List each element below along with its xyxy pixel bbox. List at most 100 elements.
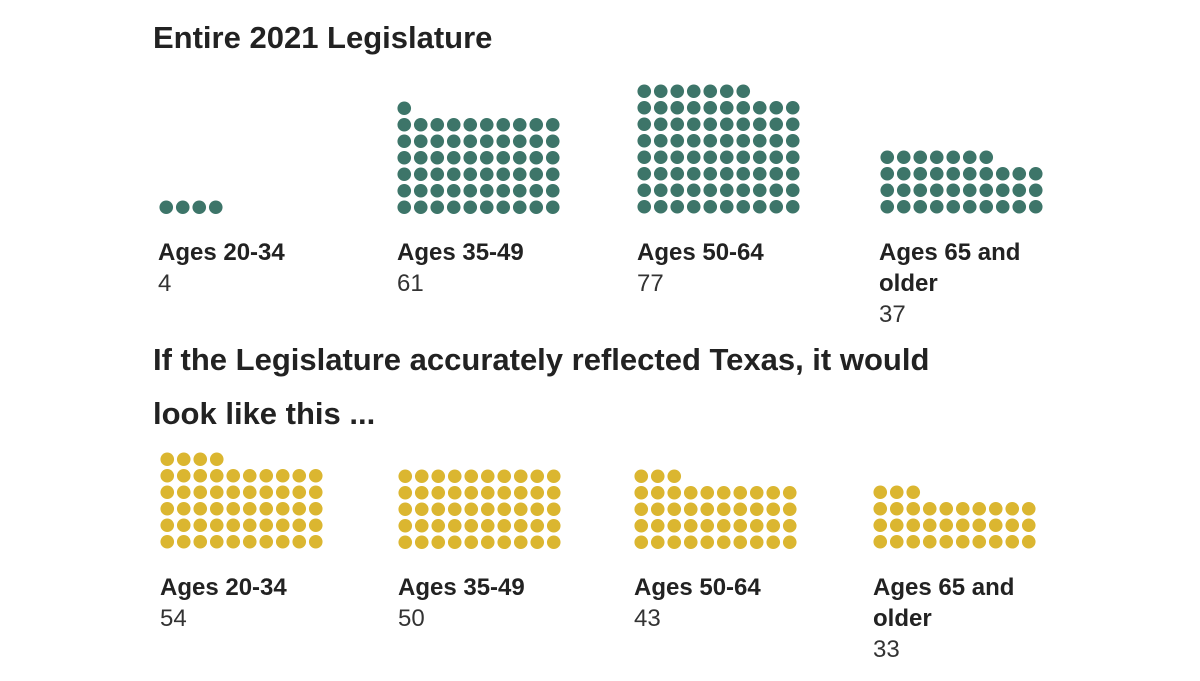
- dot-actual-35-49: [529, 200, 544, 214]
- dot-reflected-50-64: [749, 502, 764, 516]
- dot-reflected-20-34: [242, 485, 257, 500]
- dot-reflected-50-64: [700, 502, 715, 516]
- dot-actual-50-64: [719, 84, 734, 99]
- dot-actual-50-64: [686, 101, 701, 115]
- category-label-reflected-35-49: Ages 35-49 50: [398, 572, 573, 634]
- dot-actual-50-64: [719, 167, 734, 181]
- dot-reflected-65-older: [1005, 502, 1020, 516]
- dot-actual-50-64: [736, 150, 751, 165]
- dot-actual-35-49: [512, 167, 527, 181]
- dot-actual-65-older: [946, 167, 961, 181]
- dot-actual-50-64: [686, 200, 701, 214]
- dot-actual-35-49: [413, 167, 428, 181]
- dot-actual-35-49: [529, 117, 544, 132]
- dot-reflected-65-older: [922, 518, 937, 533]
- dot-reflected-20-34: [176, 518, 191, 533]
- dot-actual-35-49: [397, 150, 412, 165]
- dot-reflected-65-older: [922, 502, 937, 516]
- dot-actual-35-49: [512, 150, 527, 165]
- dot-actual-35-49: [496, 200, 511, 214]
- dot-actual-50-64: [653, 84, 668, 99]
- dot-actual-35-49: [413, 117, 428, 132]
- dot-actual-50-64: [769, 134, 784, 148]
- dot-actual-35-49: [479, 183, 494, 198]
- category-label-actual-20-34: Ages 20-34 4: [158, 237, 333, 299]
- dot-actual-65-older: [1012, 183, 1027, 198]
- dot-actual-35-49: [446, 183, 461, 198]
- dot-actual-50-64: [785, 200, 800, 214]
- dot-actual-65-older: [929, 200, 944, 214]
- dot-actual-50-64: [703, 117, 718, 132]
- dot-reflected-35-49: [398, 518, 413, 533]
- dot-actual-35-49: [397, 134, 412, 148]
- dot-reflected-65-older: [939, 502, 954, 516]
- category-value: 77: [637, 270, 664, 297]
- dot-reflected-20-34: [176, 502, 191, 516]
- dot-reflected-20-34: [193, 452, 208, 467]
- dot-reflected-20-34: [209, 502, 224, 516]
- category-name: Ages 65 and older: [873, 574, 1015, 632]
- dot-actual-50-64: [686, 183, 701, 198]
- dot-actual-35-49: [430, 134, 445, 148]
- dot-actual-65-older: [946, 200, 961, 214]
- dot-actual-65-older: [962, 150, 977, 165]
- dot-grid-actual-20-34: [159, 200, 223, 214]
- dot-reflected-35-49: [447, 469, 462, 483]
- dot-actual-35-49: [496, 150, 511, 165]
- dot-actual-50-64: [703, 183, 718, 198]
- dot-reflected-65-older: [988, 518, 1003, 533]
- dot-grid-reflected-35-49: [398, 469, 561, 549]
- dot-reflected-50-64: [634, 502, 649, 516]
- dot-reflected-35-49: [414, 502, 429, 516]
- dot-actual-50-64: [785, 167, 800, 181]
- dot-actual-35-49: [496, 183, 511, 198]
- dot-actual-50-64: [686, 134, 701, 148]
- dot-reflected-50-64: [650, 485, 665, 500]
- dot-reflected-50-64: [749, 485, 764, 500]
- dot-reflected-35-49: [414, 469, 429, 483]
- dot-actual-35-49: [512, 134, 527, 148]
- dot-reflected-20-34: [226, 485, 241, 500]
- dot-actual-50-64: [785, 117, 800, 132]
- dot-reflected-20-34: [160, 452, 175, 467]
- dot-reflected-65-older: [1021, 535, 1036, 549]
- dot-reflected-50-64: [766, 485, 781, 500]
- category-label-actual-50-64: Ages 50-64 77: [637, 237, 812, 299]
- dot-reflected-20-34: [193, 535, 208, 549]
- dot-actual-50-64: [752, 183, 767, 198]
- dot-actual-50-64: [736, 84, 751, 99]
- dot-actual-35-49: [413, 134, 428, 148]
- dot-reflected-50-64: [716, 485, 731, 500]
- dot-actual-35-49: [545, 117, 560, 132]
- dot-reflected-50-64: [667, 502, 682, 516]
- dot-actual-50-64: [703, 101, 718, 115]
- dot-actual-50-64: [703, 167, 718, 181]
- dot-actual-65-older: [880, 200, 895, 214]
- dot-actual-50-64: [752, 117, 767, 132]
- dot-reflected-20-34: [193, 518, 208, 533]
- dot-reflected-35-49: [546, 535, 561, 549]
- dot-actual-50-64: [769, 183, 784, 198]
- dot-actual-35-49: [430, 117, 445, 132]
- dot-actual-50-64: [736, 117, 751, 132]
- dot-reflected-20-34: [176, 452, 191, 467]
- dot-reflected-65-older: [955, 518, 970, 533]
- dot-reflected-50-64: [733, 485, 748, 500]
- dot-reflected-20-34: [209, 469, 224, 483]
- dot-reflected-20-34: [160, 485, 175, 500]
- dot-actual-50-64: [637, 117, 652, 132]
- dot-actual-50-64: [719, 183, 734, 198]
- dot-reflected-35-49: [464, 535, 479, 549]
- dot-reflected-35-49: [464, 469, 479, 483]
- dot-actual-65-older: [979, 150, 994, 165]
- dot-actual-35-49: [479, 200, 494, 214]
- dot-reflected-20-34: [209, 452, 224, 467]
- dot-actual-35-49: [446, 167, 461, 181]
- dot-reflected-35-49: [398, 469, 413, 483]
- dot-reflected-20-34: [176, 485, 191, 500]
- dot-reflected-20-34: [292, 518, 307, 533]
- category-label-actual-65-older: Ages 65 and older 37: [879, 237, 1054, 330]
- dot-reflected-65-older: [988, 535, 1003, 549]
- dot-grid-reflected-50-64: [634, 469, 797, 549]
- dot-actual-50-64: [719, 117, 734, 132]
